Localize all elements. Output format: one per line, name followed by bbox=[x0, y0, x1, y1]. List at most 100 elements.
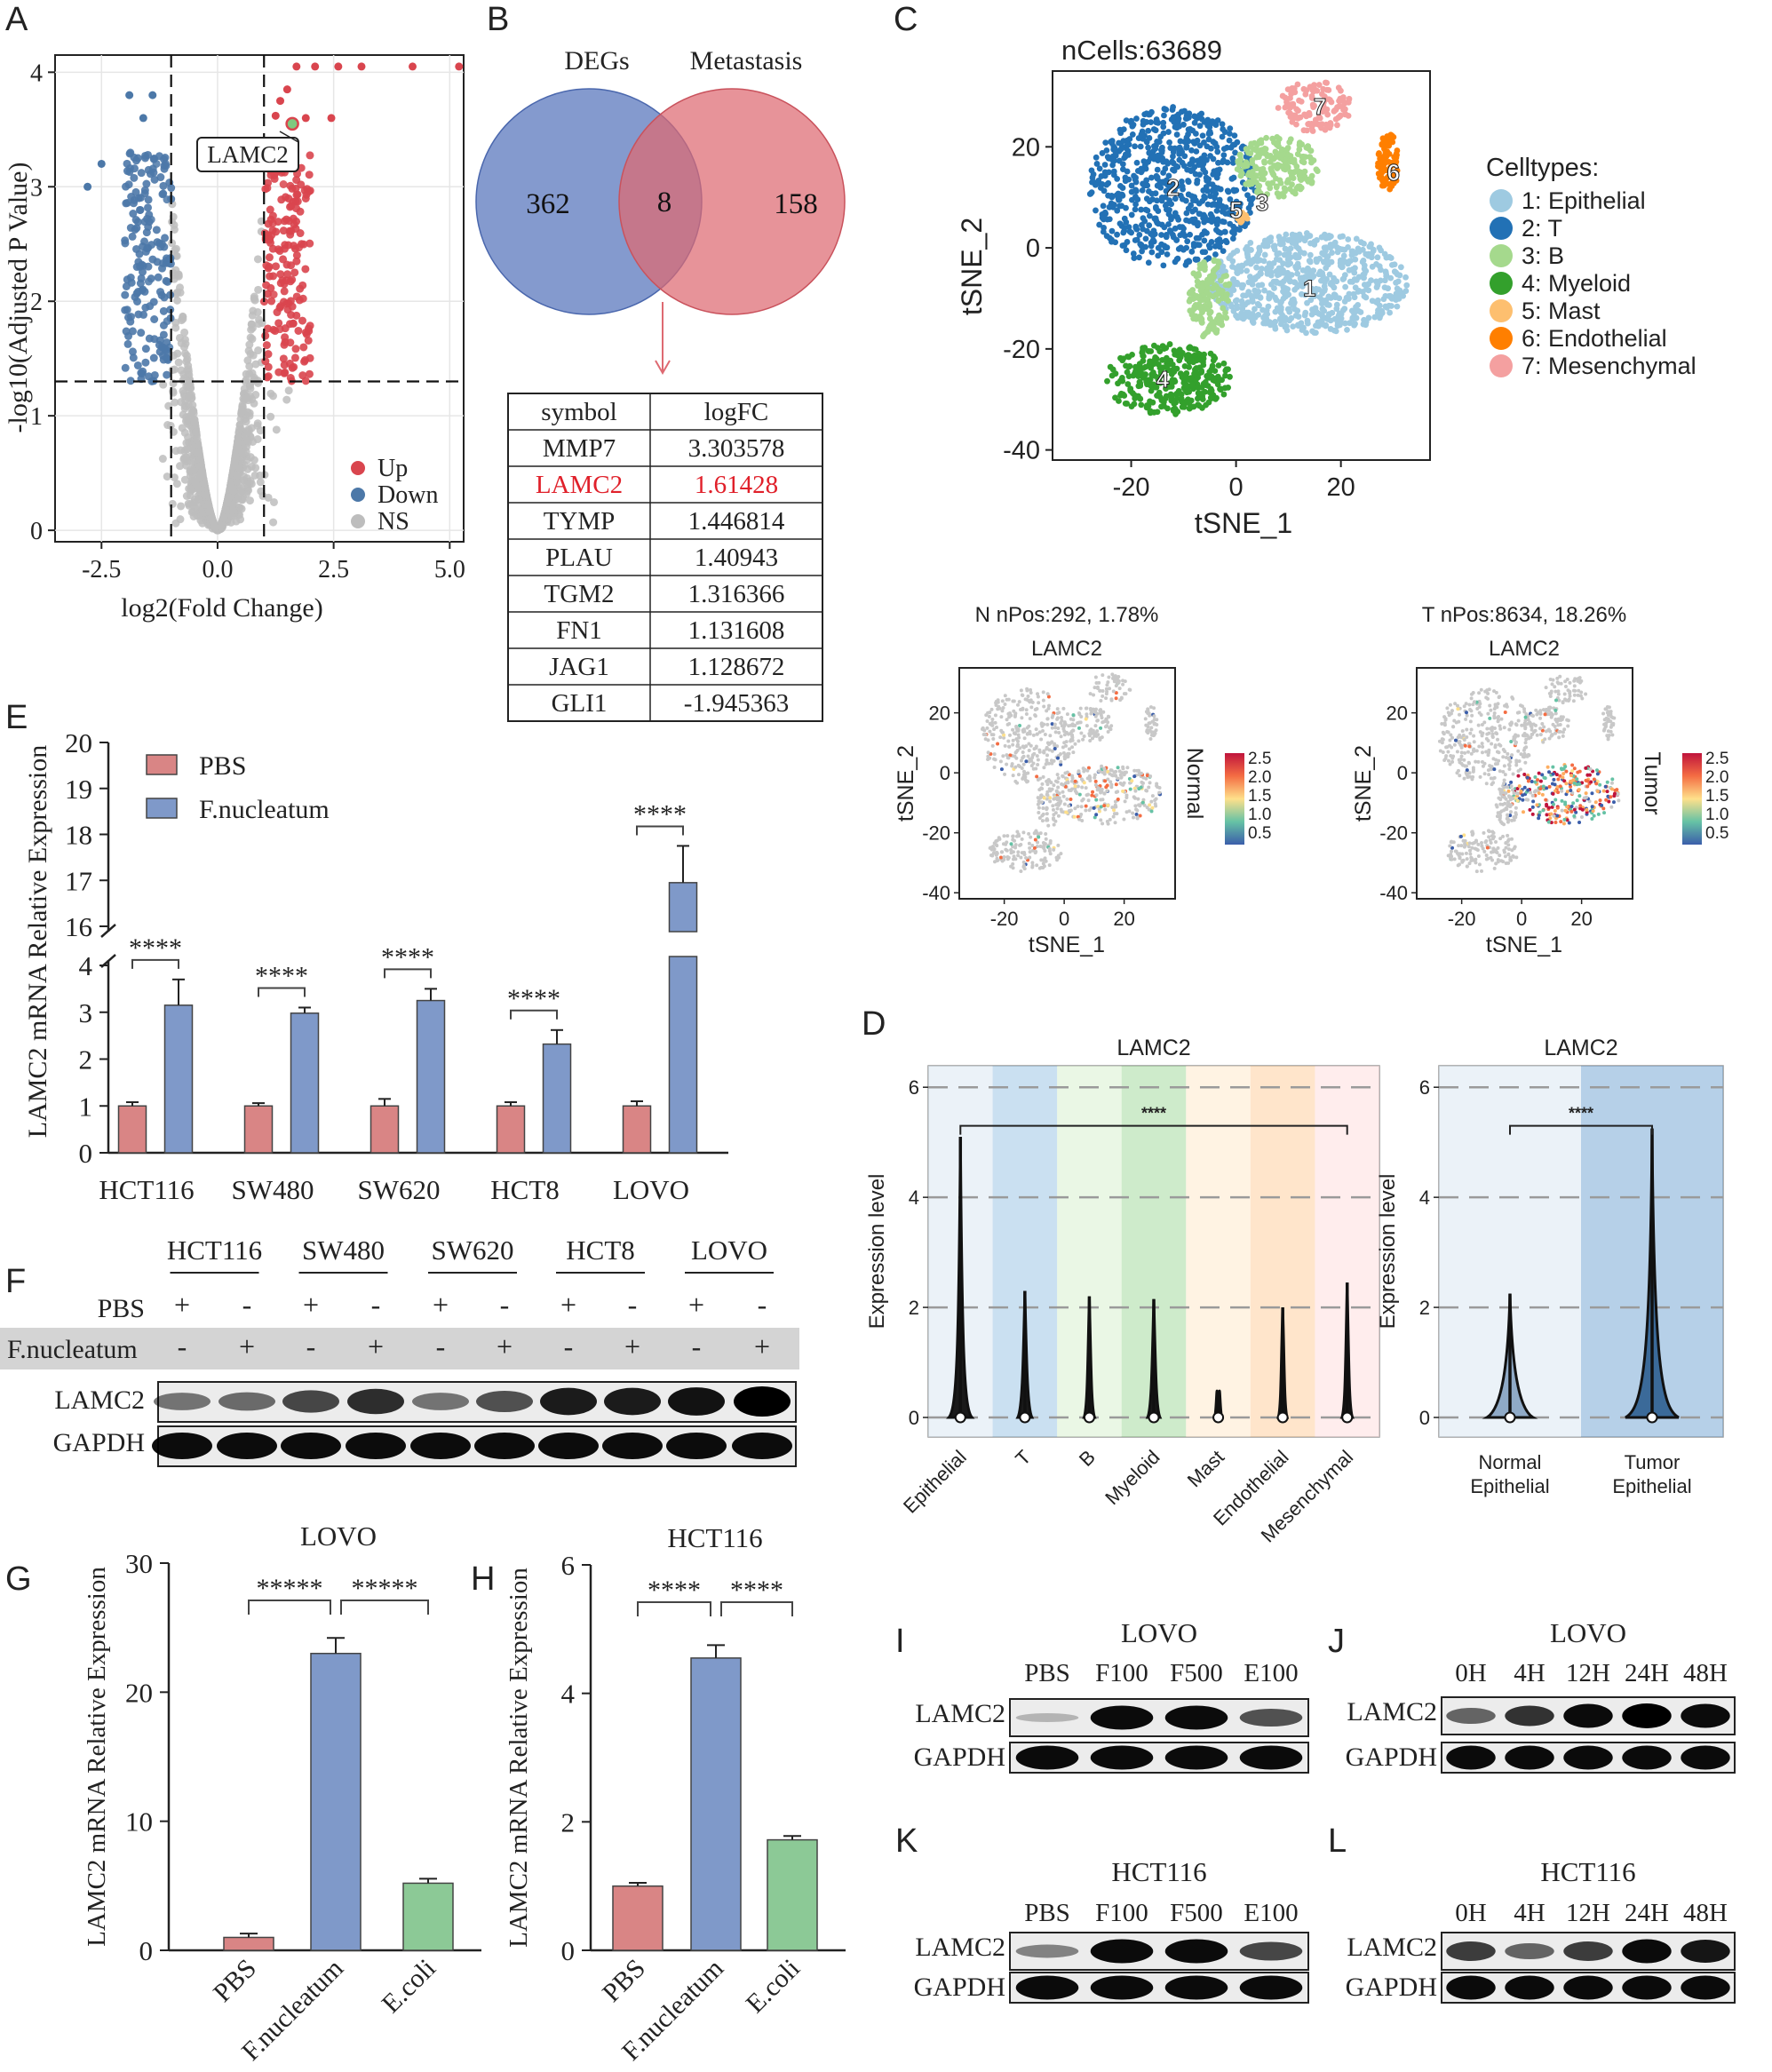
small-tsne-cell bbox=[999, 767, 1004, 772]
tsne-cell bbox=[1325, 87, 1332, 93]
tsne-cell bbox=[1179, 195, 1186, 202]
small-tsne-cell bbox=[1088, 739, 1093, 743]
tsne-cell bbox=[1346, 96, 1353, 103]
tsne-cell bbox=[1128, 182, 1135, 189]
table-cell-logfc: 1.61428 bbox=[695, 471, 778, 499]
small-tsne-cell bbox=[1028, 717, 1032, 721]
small-tsne-cell bbox=[1003, 743, 1007, 748]
tsne-cell bbox=[1141, 345, 1148, 351]
volcano-point-up bbox=[334, 62, 343, 71]
tsne-cell bbox=[1296, 97, 1302, 104]
small-tsne-cell bbox=[1134, 812, 1139, 816]
volcano-point-down bbox=[131, 187, 140, 196]
tsne-cell bbox=[1239, 301, 1245, 308]
small-tsne-cell bbox=[989, 722, 993, 726]
small-tsne-cell bbox=[1042, 750, 1046, 755]
tsne-cell bbox=[1204, 122, 1212, 129]
volcano-point-down bbox=[131, 292, 139, 301]
tsne-cell bbox=[1127, 386, 1134, 393]
small-tsne-cell bbox=[1003, 772, 1007, 776]
tsne-cell bbox=[1155, 220, 1162, 227]
tsne-cell bbox=[1293, 265, 1299, 272]
cluster-label: 2 bbox=[1167, 174, 1180, 201]
tsne-cell bbox=[1377, 277, 1384, 284]
tsne-cell bbox=[1335, 115, 1342, 121]
tsne-cell bbox=[1132, 225, 1140, 232]
tsne-cell bbox=[1268, 155, 1275, 163]
tsne-cell bbox=[1120, 126, 1127, 133]
small-tsne-cell bbox=[985, 719, 989, 724]
legend-ns-swatch bbox=[351, 514, 365, 528]
tsne-cell bbox=[1164, 405, 1171, 412]
tsne-cell bbox=[1137, 241, 1144, 248]
tsne-cell bbox=[1208, 387, 1215, 394]
tsne-cell bbox=[1208, 145, 1214, 152]
volcano-point-up bbox=[292, 292, 301, 301]
tsne-cell bbox=[1112, 394, 1118, 401]
small-tsne-cell bbox=[1029, 758, 1034, 763]
small-tsne-cell bbox=[1047, 846, 1052, 851]
tsne-cell bbox=[1129, 131, 1136, 138]
small-tsne-cell bbox=[1005, 834, 1010, 838]
volcano-point bbox=[231, 451, 240, 460]
small-tsne-cell bbox=[1055, 773, 1060, 777]
tsne-cell bbox=[1109, 203, 1116, 210]
volcano-point-up bbox=[265, 253, 274, 262]
volcano-point-up bbox=[287, 226, 296, 235]
volcano-point-down bbox=[121, 306, 130, 314]
tsne-cell bbox=[1137, 369, 1144, 375]
volcano-point bbox=[181, 454, 190, 463]
tsne-cell bbox=[1175, 245, 1182, 252]
small-tsne-cell bbox=[1040, 800, 1045, 805]
tsne-cell bbox=[1315, 319, 1322, 326]
tsne-cell bbox=[1323, 234, 1330, 242]
tsne-cell bbox=[1121, 242, 1128, 249]
tsne-cell bbox=[1225, 385, 1232, 391]
small-tsne-cell bbox=[1056, 776, 1061, 781]
tsne-cell bbox=[1152, 203, 1159, 210]
tsne-cell bbox=[1238, 310, 1245, 317]
volcano-point bbox=[224, 494, 233, 503]
tsne-cell bbox=[1198, 390, 1205, 397]
small-tsne-cell bbox=[1042, 766, 1046, 770]
tsne-cell bbox=[1132, 176, 1139, 183]
small-tsne-cell bbox=[1062, 802, 1067, 806]
tsne-cell bbox=[1146, 222, 1153, 229]
small-tsne-cell bbox=[1021, 860, 1026, 864]
small-tsne-cell bbox=[1020, 716, 1024, 720]
small-tsne-cell bbox=[1047, 863, 1052, 868]
small-tsne-cell bbox=[1099, 805, 1103, 809]
volcano-point bbox=[177, 366, 186, 375]
volcano-point-down bbox=[122, 282, 131, 290]
volcano-point-up bbox=[282, 85, 291, 94]
small-tsne-cell bbox=[1085, 724, 1089, 728]
volcano-point bbox=[245, 496, 254, 505]
small-tsne-cell bbox=[1105, 789, 1109, 793]
volcano-point-down bbox=[159, 181, 168, 190]
volcano-point bbox=[172, 251, 181, 260]
tsne-cell bbox=[1105, 155, 1112, 162]
tsne-cell bbox=[1361, 274, 1367, 282]
small-tsne-cell bbox=[1139, 785, 1143, 790]
tsne-cell bbox=[1278, 298, 1284, 306]
small-tsne-cell bbox=[1106, 730, 1110, 734]
tsne-cell bbox=[1199, 163, 1205, 169]
small-tsne-cell bbox=[1059, 752, 1063, 757]
tsne-cell bbox=[1283, 315, 1289, 322]
tsne-cell bbox=[1196, 350, 1202, 357]
volcano-point-up bbox=[306, 151, 314, 160]
volcano-point bbox=[179, 410, 187, 419]
small-tsne-cell bbox=[1045, 792, 1049, 797]
tsne-cell bbox=[1239, 284, 1245, 291]
volcano-point-down bbox=[123, 199, 131, 208]
small-tsne-cell bbox=[1116, 790, 1120, 794]
small-tsne-cell bbox=[1039, 858, 1044, 862]
volcano-point bbox=[177, 502, 186, 511]
venn-left-count: 362 bbox=[526, 188, 570, 220]
tsne-cell bbox=[1380, 296, 1387, 303]
tsne-cell bbox=[1267, 165, 1275, 172]
tsne-cell bbox=[1124, 353, 1131, 360]
celltype-swatch bbox=[1490, 299, 1513, 322]
tsne-cell bbox=[1198, 316, 1205, 322]
volcano-point-up bbox=[305, 171, 314, 179]
